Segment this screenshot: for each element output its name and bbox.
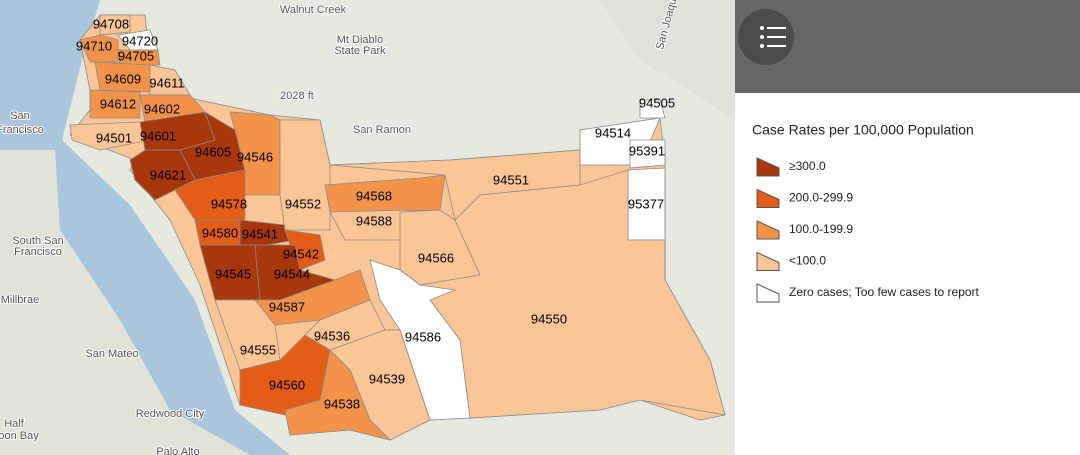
- zip-label: 94536: [314, 328, 350, 343]
- button-circle[interactable]: [738, 9, 794, 65]
- peninsula-land: [0, 150, 250, 455]
- place-label: Walnut Creek: [280, 4, 347, 16]
- zip-area: [639, 99, 666, 119]
- place-label: San Ramon: [353, 124, 411, 136]
- zip-label: 94710: [76, 38, 112, 53]
- place-label: 2028 ft: [280, 90, 314, 102]
- zip-area: [214, 299, 281, 371]
- zip-label: 94588: [356, 213, 392, 228]
- zip-label: 94609: [105, 71, 141, 86]
- legend-label: 100.0-199.9: [789, 222, 853, 236]
- zip-label: 95391: [629, 143, 665, 158]
- zip-label: 94580: [202, 225, 238, 240]
- legend-swatch: [756, 157, 780, 177]
- zip-label: 94546: [237, 149, 273, 164]
- zip-label: 94560: [269, 377, 305, 392]
- valley-land: [600, 0, 735, 120]
- zip-area: [284, 229, 326, 271]
- zip-label: 94720: [122, 33, 158, 48]
- place-label: Redwood City: [136, 408, 205, 420]
- legend-title: Case Rates per 100,000 Population: [752, 122, 974, 138]
- legend-label: Zero cases; Too few cases to report: [789, 285, 980, 299]
- zip-area: [284, 349, 392, 441]
- zip-label: 94545: [215, 266, 251, 281]
- legend: ≥300.0 200.0-299.9 100.0-199.9 <100.0 Zero c…: [756, 157, 980, 303]
- zip-label: 94587: [269, 299, 305, 314]
- zip-label: 94551: [493, 172, 529, 187]
- place-label: State Park: [334, 45, 386, 57]
- place-label: Francisco: [0, 124, 44, 136]
- place-label: Francisco: [14, 246, 62, 258]
- zip-label: 94611: [149, 75, 184, 90]
- place-label: South San: [12, 235, 63, 247]
- zip-area: [369, 259, 471, 421]
- panel-header: [735, 0, 1080, 93]
- legend-swatch: [756, 283, 780, 303]
- zip-label: 94541: [242, 226, 278, 241]
- zip-label: 94552: [285, 196, 321, 211]
- icon-dot: [760, 26, 764, 30]
- zip-areas: [69, 14, 726, 441]
- zip-label: 94566: [418, 250, 454, 265]
- icon-line: [767, 36, 786, 38]
- legend-label: ≥300.0: [789, 159, 826, 173]
- zip-label: 94586: [405, 329, 441, 344]
- zip-label: 94578: [211, 196, 247, 211]
- legend-swatch: [756, 220, 780, 240]
- zip-label: 94505: [639, 95, 675, 110]
- zip-area: [117, 49, 161, 66]
- legend-label: 200.0-299.9: [789, 191, 853, 205]
- zip-area: [174, 169, 246, 221]
- zip-label: 94550: [531, 311, 567, 326]
- zip-label: 94544: [274, 266, 310, 281]
- zip-label: 94514: [595, 125, 631, 140]
- zip-label: 94539: [369, 371, 405, 386]
- legend-toggle-button[interactable]: [738, 9, 794, 65]
- zip-label: 94708: [93, 16, 129, 31]
- zip-label: 94555: [240, 342, 276, 357]
- zip-label: 94621: [150, 167, 186, 182]
- place-label: San Mateo: [85, 348, 138, 360]
- zip-label: 95377: [628, 196, 664, 211]
- place-label: Millbrae: [1, 294, 40, 306]
- place-label: Moon Bay: [0, 430, 39, 442]
- zip-label: 94568: [356, 188, 392, 203]
- icon-line: [767, 45, 786, 47]
- labels: 94708 94720 94710 94705 94609 94611 94612 94602…: [0, 0, 683, 455]
- legend-swatch: [756, 251, 780, 271]
- zip-area: [324, 174, 446, 213]
- icon-dot: [760, 44, 764, 48]
- zip-label: 94612: [100, 96, 136, 111]
- icon-line: [767, 27, 786, 29]
- legend-label: <100.0: [789, 254, 826, 268]
- zip-area: [89, 89, 141, 119]
- zip-label: 94542: [283, 246, 319, 261]
- legend-swatch: [756, 188, 780, 208]
- zip-label: 94538: [324, 396, 360, 411]
- zip-label: 94601: [140, 128, 176, 143]
- zip-label: 94605: [195, 144, 231, 159]
- place-label: Half: [4, 418, 25, 430]
- zip-area: [279, 119, 331, 231]
- place-label: Palo Alto: [156, 446, 199, 455]
- zip-area: [629, 139, 666, 169]
- zip-label: 94501: [96, 130, 132, 145]
- zip-label: 94705: [118, 48, 154, 63]
- place-label: Mt Diablo: [337, 34, 383, 46]
- place-label: San: [10, 110, 30, 122]
- zip-area: [99, 14, 131, 36]
- zip-label: 94602: [144, 101, 180, 116]
- zip-area: [69, 121, 151, 151]
- icon-dot: [760, 35, 764, 39]
- legend-panel: [735, 93, 1080, 455]
